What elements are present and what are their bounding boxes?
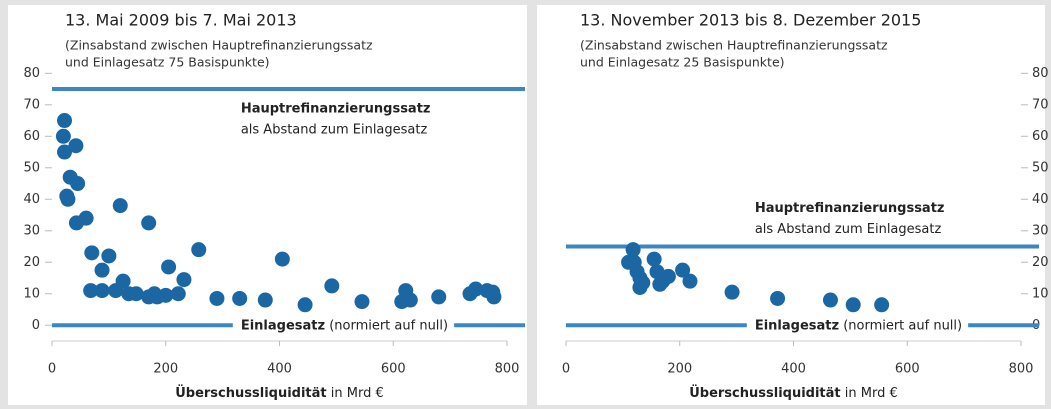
scatter-point [324, 278, 340, 294]
y-tick-label: 50 [23, 160, 40, 175]
reference-label: Einlagesatz (normiert auf null) [241, 318, 448, 333]
y-tick-label: 50 [1032, 160, 1049, 175]
scatter-point [83, 283, 99, 299]
reference-label-main: Einlagesatz [241, 318, 325, 333]
y-tick-label: 30 [23, 223, 40, 238]
scatter-point [402, 292, 418, 308]
scatter-point [70, 176, 86, 192]
y-tick-label: 70 [1032, 97, 1049, 112]
scatter-point [112, 198, 128, 214]
scatter-point [170, 286, 186, 302]
panel [8, 5, 527, 405]
x-tick-label: 800 [495, 362, 520, 377]
label-background [746, 315, 969, 336]
x-tick-label: 0 [48, 362, 56, 377]
subtitle: und Einlagesatz 75 Basispunkte) [65, 55, 270, 70]
scatter-point [770, 290, 786, 306]
reference-sublabel: als Abstand zum Einlagesatz [755, 222, 942, 237]
x-axis-label: Überschussliquidität in Mrd € [175, 385, 384, 401]
label-background [234, 99, 437, 142]
y-tick-label: 20 [1032, 255, 1049, 270]
y-tick-label: 0 [32, 318, 40, 333]
scatter-point [128, 286, 144, 302]
y-tick-label: 60 [23, 129, 40, 144]
x-axis-label-unit: in Mrd € [845, 386, 898, 401]
scatter-point [55, 128, 71, 144]
reference-label: Hauptrefinanzierungssatz [241, 102, 431, 117]
scatter-point [101, 248, 117, 264]
scatter-point [646, 251, 662, 267]
x-tick-label: 600 [381, 362, 406, 377]
scatter-point [78, 210, 94, 226]
scatter-point [486, 289, 502, 305]
x-tick-label: 400 [267, 362, 292, 377]
scatter-point [94, 283, 110, 299]
reference-label: Einlagesatz (normiert auf null) [755, 318, 962, 333]
scatter-point [274, 251, 290, 267]
x-axis-label-unit: in Mrd € [331, 386, 384, 401]
scatter-point [675, 262, 691, 278]
x-tick-label: 400 [781, 362, 806, 377]
reference-label-sub: (normiert auf null) [843, 318, 962, 333]
chart-title: 13. November 2013 bis 8. Dezember 2015 [580, 11, 921, 30]
y-tick-label: 80 [23, 66, 40, 81]
y-tick-label: 10 [1032, 286, 1049, 301]
subtitle: und Einlagesatz 25 Basispunkte) [580, 55, 785, 70]
reference-label-sub: (normiert auf null) [329, 318, 448, 333]
x-axis-label-main: Überschussliquidität [689, 385, 840, 401]
scatter-point [57, 144, 73, 160]
scatter-point [625, 242, 641, 258]
scatter-point [257, 292, 273, 308]
subtitle: (Zinsabstand zwischen Hauptrefinanzierun… [580, 38, 888, 53]
scatter-point [354, 294, 370, 310]
y-tick-label: 60 [1032, 129, 1049, 144]
scatter-point [176, 272, 192, 288]
x-tick-label: 800 [1009, 362, 1034, 377]
y-tick-label: 40 [23, 192, 40, 207]
x-tick-label: 0 [562, 362, 570, 377]
y-tick-label: 70 [23, 97, 40, 112]
reference-label-main: Einlagesatz [755, 318, 839, 333]
reference-sublabel: als Abstand zum Einlagesatz [241, 123, 428, 138]
scatter-point [874, 297, 890, 313]
scatter-point [191, 242, 207, 258]
scatter-point [68, 138, 84, 154]
scatter-point [468, 281, 484, 297]
scatter-point [635, 275, 651, 291]
scatter-point [158, 287, 174, 303]
label-background [232, 315, 455, 336]
x-tick-label: 200 [153, 362, 178, 377]
chart-title: 13. Mai 2009 bis 7. Mai 2013 [65, 11, 297, 30]
y-tick-label: 20 [23, 255, 40, 270]
scatter-point [431, 289, 447, 305]
scatter-point [115, 273, 131, 289]
scatter-point [141, 215, 157, 231]
x-axis-label: Überschussliquidität in Mrd € [689, 385, 898, 401]
scatter-point [822, 292, 838, 308]
scatter-point [682, 273, 698, 289]
reference-label: Hauptrefinanzierungssatz [755, 201, 945, 216]
scatter-point [209, 290, 225, 306]
y-tick-label: 30 [1032, 223, 1049, 238]
label-background [748, 198, 951, 241]
y-tick-label: 80 [1032, 66, 1049, 81]
scatter-point [660, 268, 676, 284]
scatter-point [724, 284, 740, 300]
scatter-point [94, 262, 110, 278]
x-tick-label: 200 [667, 362, 692, 377]
scatter-point [60, 191, 76, 207]
y-tick-label: 10 [23, 286, 40, 301]
scatter-point [161, 259, 177, 275]
scatter-point [845, 297, 861, 313]
x-axis-label-main: Überschussliquidität [175, 385, 326, 401]
x-tick-label: 600 [895, 362, 920, 377]
scatter-point [84, 245, 100, 261]
scatter-point [232, 290, 248, 306]
subtitle: (Zinsabstand zwischen Hauptrefinanzierun… [65, 38, 373, 53]
scatter-point [57, 113, 73, 129]
y-tick-label: 40 [1032, 192, 1049, 207]
scatter-point [297, 297, 313, 313]
